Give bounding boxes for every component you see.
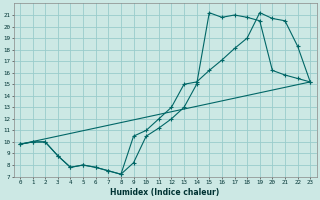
X-axis label: Humidex (Indice chaleur): Humidex (Indice chaleur)	[110, 188, 220, 197]
